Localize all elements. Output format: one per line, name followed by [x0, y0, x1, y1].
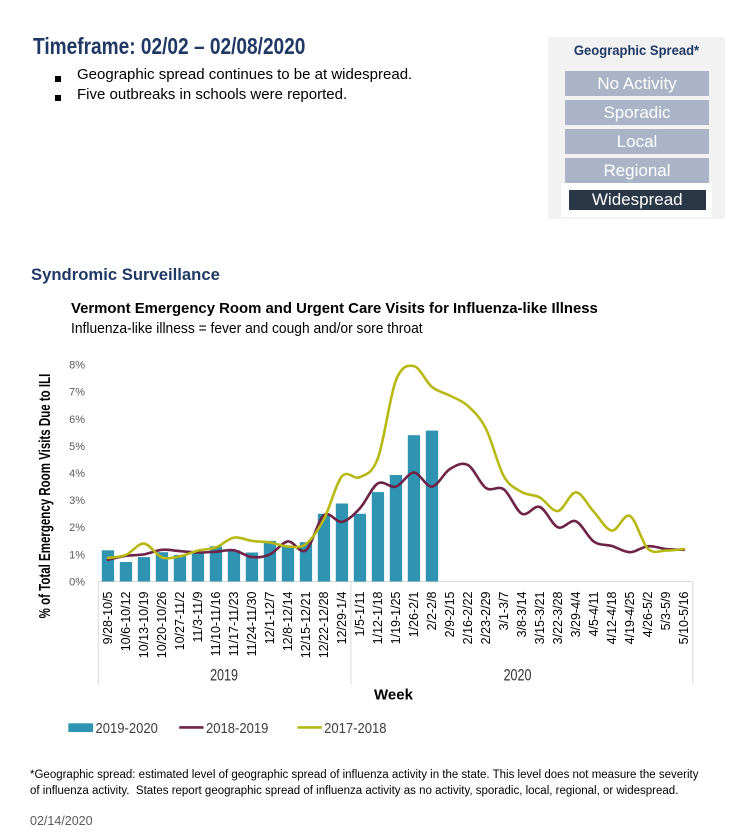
svg-text:5/3-5/9: 5/3-5/9 — [659, 591, 673, 630]
svg-text:*Geographic spread: estimated: *Geographic spread: estimated level of g… — [30, 769, 699, 781]
svg-text:4/12-4/18: 4/12-4/18 — [605, 591, 619, 644]
svg-text:2/16-2/22: 2/16-2/22 — [461, 591, 475, 644]
svg-text:10/20-10/26: 10/20-10/26 — [155, 591, 169, 658]
svg-text:6%: 6% — [69, 414, 85, 426]
svg-text:7%: 7% — [69, 387, 85, 399]
svg-text:2018-2019: 2018-2019 — [206, 719, 269, 736]
svg-text:2019: 2019 — [210, 667, 238, 685]
svg-text:2/2-2/8: 2/2-2/8 — [425, 591, 439, 630]
svg-text:4/5-4/11: 4/5-4/11 — [587, 591, 601, 636]
svg-text:4/26-5/2: 4/26-5/2 — [641, 591, 655, 637]
svg-text:1/19-1/25: 1/19-1/25 — [389, 591, 403, 644]
svg-text:12/29-1/4: 12/29-1/4 — [335, 591, 349, 644]
svg-text:1/5-1/11: 1/5-1/11 — [353, 591, 367, 636]
svg-text:11/17-11/23: 11/17-11/23 — [227, 591, 241, 656]
svg-text:% of Total Emergency Room Visi: % of Total Emergency Room Visits Due to … — [35, 374, 53, 619]
svg-text:Influenza-like illness = fever: Influenza-like illness = fever and cough… — [71, 321, 423, 337]
svg-text:1/26-2/1: 1/26-2/1 — [407, 591, 421, 637]
svg-text:Week: Week — [374, 686, 414, 703]
svg-text:2020: 2020 — [504, 667, 532, 685]
svg-text:12/8-12/14: 12/8-12/14 — [281, 591, 295, 651]
svg-text:11/3-11/9: 11/3-11/9 — [191, 591, 205, 642]
svg-text:3/22-3/28: 3/22-3/28 — [551, 591, 565, 644]
svg-text:2%: 2% — [69, 522, 85, 534]
svg-text:4%: 4% — [69, 468, 85, 480]
svg-text:3/29-4/4: 3/29-4/4 — [569, 591, 583, 637]
svg-text:10/13-10/19: 10/13-10/19 — [137, 591, 151, 658]
svg-text:3/1-3/7: 3/1-3/7 — [497, 591, 511, 630]
svg-text:3%: 3% — [69, 495, 85, 507]
svg-text:12/1-12/7: 12/1-12/7 — [263, 591, 277, 644]
svg-text:of influenza activity. States: of influenza activity. States report geo… — [30, 785, 678, 797]
svg-text:5/10-5/16: 5/10-5/16 — [677, 591, 691, 644]
svg-text:1%: 1% — [69, 549, 85, 561]
svg-text:4/19-4/25: 4/19-4/25 — [623, 591, 637, 644]
svg-text:1/12-1/18: 1/12-1/18 — [371, 591, 385, 644]
svg-text:12/15-12/21: 12/15-12/21 — [299, 591, 313, 658]
svg-text:10/6-10/12: 10/6-10/12 — [119, 591, 133, 651]
svg-text:2017-2018: 2017-2018 — [324, 719, 387, 736]
svg-text:5%: 5% — [69, 441, 85, 453]
svg-text:0%: 0% — [69, 576, 85, 588]
svg-text:Vermont Emergency Room and Urg: Vermont Emergency Room and Urgent Care V… — [71, 301, 598, 317]
svg-text:2019-2020: 2019-2020 — [96, 719, 159, 736]
svg-text:11/10-11/16: 11/10-11/16 — [209, 591, 223, 656]
svg-text:02/14/2020: 02/14/2020 — [30, 814, 93, 828]
svg-text:3/8-3/14: 3/8-3/14 — [515, 591, 529, 637]
svg-text:8%: 8% — [69, 360, 85, 372]
svg-text:2/23-2/29: 2/23-2/29 — [479, 591, 493, 644]
svg-text:2/9-2/15: 2/9-2/15 — [443, 591, 457, 637]
svg-text:10/27-11/2: 10/27-11/2 — [173, 591, 187, 650]
svg-text:9/28-10/5: 9/28-10/5 — [101, 591, 115, 644]
svg-text:12/22-12/28: 12/22-12/28 — [317, 591, 331, 658]
svg-text:3/15-3/21: 3/15-3/21 — [533, 591, 547, 644]
svg-text:11/24-11/30: 11/24-11/30 — [245, 591, 259, 656]
